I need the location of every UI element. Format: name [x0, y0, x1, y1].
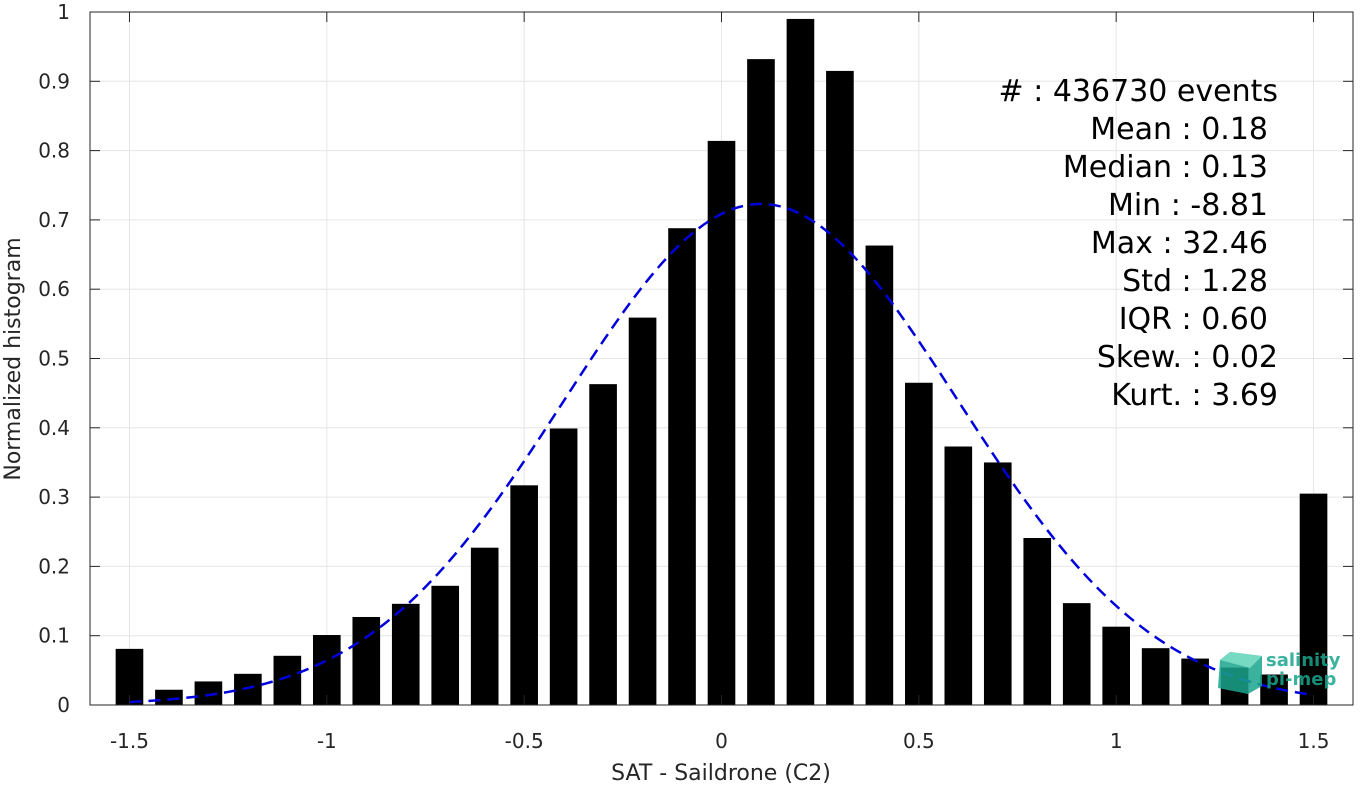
y-tick-label: 0.4: [38, 416, 70, 440]
y-tick-label: 0.2: [38, 554, 70, 578]
x-tick-label: 0.5: [903, 729, 935, 753]
y-axis-ticks: 0 0.1 0.2 0.3 0.4 0.5 0.6 0.7 0.8 0.9 1: [38, 0, 1353, 717]
stat-kurt: Kurt. : 3.69: [1111, 378, 1278, 413]
y-tick-label: 0.3: [38, 485, 70, 509]
stat-skew: Skew. : 0.02: [1097, 340, 1278, 375]
histogram-bar: [747, 59, 775, 705]
y-axis-label: Normalized histogram: [1, 237, 26, 480]
y-tick-label: 0.7: [38, 208, 70, 232]
histogram-bar: [194, 681, 223, 705]
x-tick-label: 0: [715, 729, 728, 753]
stat-mean: Mean : 0.18: [1090, 112, 1268, 147]
histogram-bar: [589, 384, 617, 705]
y-tick-label: 0.6: [38, 277, 70, 301]
histogram-bar: [1181, 658, 1209, 705]
x-tick-label: -1.5: [110, 729, 149, 753]
histogram-bar: [549, 428, 578, 705]
histogram-bar: [273, 655, 302, 705]
histogram-bar: [1141, 648, 1170, 705]
x-tick-label: -0.5: [505, 729, 544, 753]
x-tick-label: -1: [317, 729, 337, 753]
x-tick-label: 1.5: [1298, 729, 1330, 753]
histogram-bar: [1299, 493, 1328, 705]
stat-min: Min : -8.81: [1108, 188, 1268, 223]
histogram-bar: [983, 462, 1012, 705]
y-tick-label: 1: [57, 0, 70, 24]
x-tick-label: 1: [1110, 729, 1123, 753]
histogram-bar: [944, 446, 973, 705]
y-tick-label: 0: [57, 693, 70, 717]
fit-curve: [129, 202, 1314, 704]
histogram-bar: [1062, 603, 1091, 705]
logo-text-line1: salinity: [1266, 650, 1341, 671]
logo-text-line2: pi-mep: [1266, 669, 1336, 690]
histogram-bar: [628, 317, 657, 705]
histogram-bar: [510, 485, 538, 705]
histogram-bar: [155, 689, 183, 705]
histogram-bar: [905, 382, 933, 705]
logo-cube-top: [1220, 652, 1262, 668]
salinity-pimep-logo: salinity pi-mep: [1218, 650, 1341, 694]
x-axis-ticks: -1.5 -1 -0.5 0 0.5 1 1.5: [110, 12, 1329, 753]
y-tick-label: 0.8: [38, 139, 70, 163]
stat-count: # : 436730 events: [999, 74, 1278, 109]
histogram-bar: [352, 616, 381, 705]
histogram-bar: [391, 603, 420, 705]
histogram-bar: [668, 228, 696, 705]
stat-std: Std : 1.28: [1122, 264, 1268, 299]
histogram-bar: [865, 245, 894, 705]
y-tick-label: 0.1: [38, 624, 70, 648]
histogram-bar: [234, 673, 262, 705]
stats-box: # : 436730 events Mean : 0.18 Median : 0…: [999, 74, 1278, 413]
histogram-bar: [470, 547, 499, 705]
histogram-bar: [826, 70, 854, 705]
stat-median: Median : 0.13: [1063, 150, 1268, 185]
y-tick-label: 0.9: [38, 69, 70, 93]
histogram-bar: [786, 18, 815, 706]
x-axis-label: SAT - Saildrone (C2): [611, 761, 831, 785]
y-tick-label: 0.5: [38, 347, 70, 371]
histogram-bar: [1023, 537, 1052, 705]
histogram-bar: [431, 585, 460, 705]
stat-iqr: IQR : 0.60: [1119, 302, 1268, 337]
histogram-bar: [312, 635, 341, 705]
histogram-bar: [1102, 626, 1131, 705]
histogram-bar: [707, 140, 736, 705]
stat-max: Max : 32.46: [1091, 226, 1268, 261]
